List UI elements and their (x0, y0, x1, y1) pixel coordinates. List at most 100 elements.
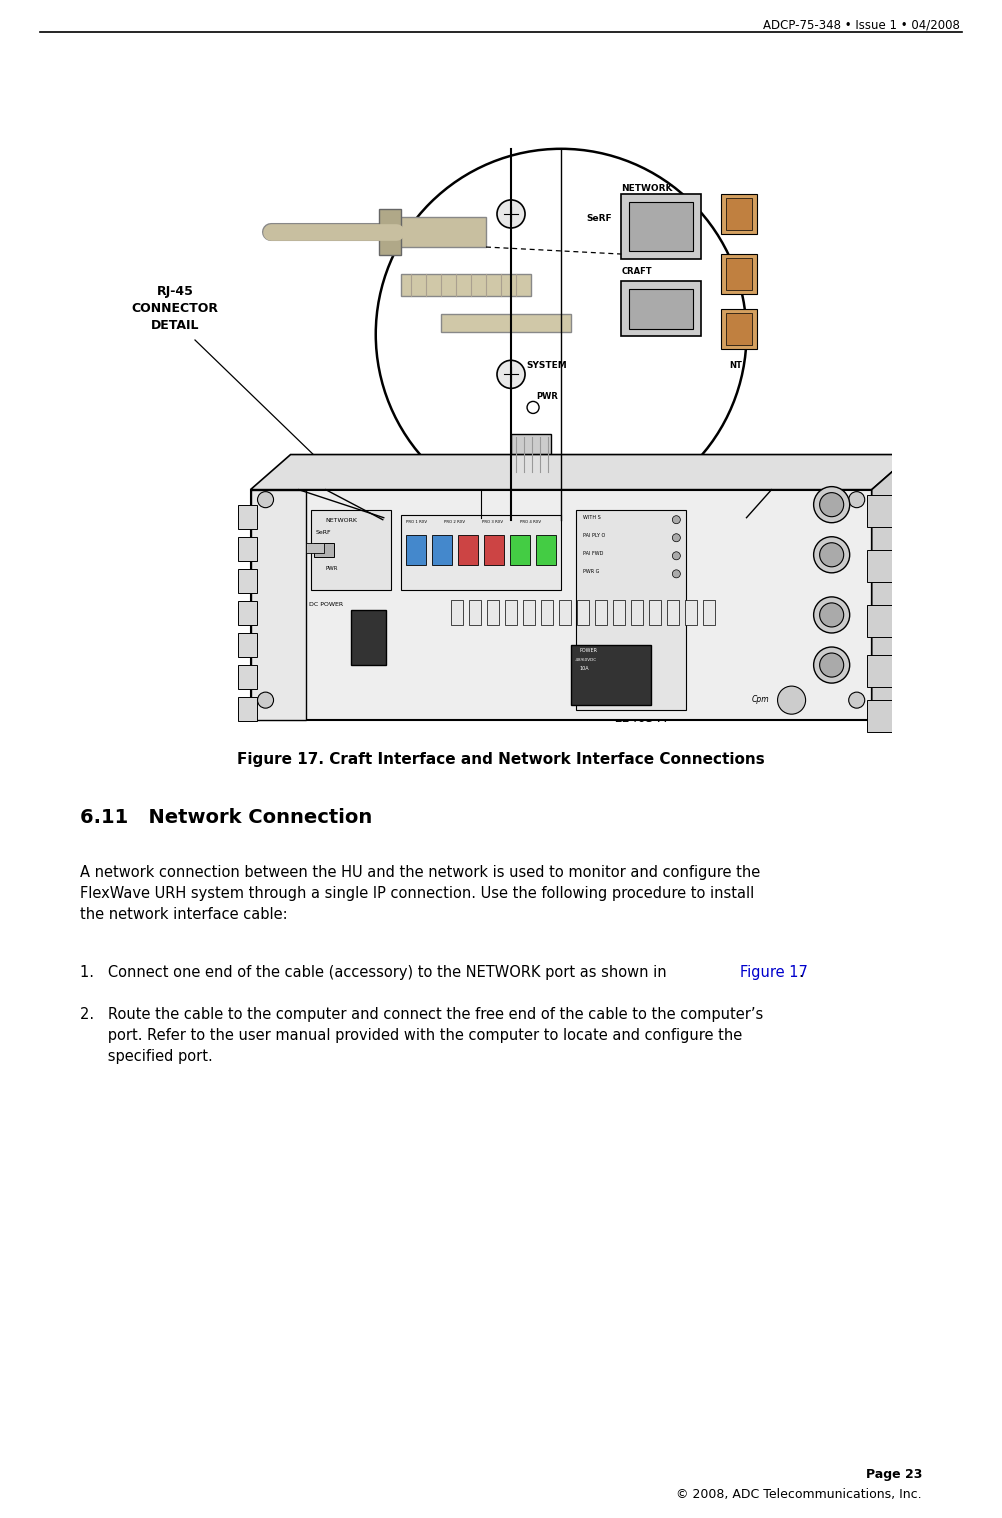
FancyBboxPatch shape (523, 600, 535, 625)
Text: NETWORK: NETWORK (326, 518, 358, 522)
FancyBboxPatch shape (484, 534, 504, 565)
FancyBboxPatch shape (314, 543, 334, 557)
FancyBboxPatch shape (401, 515, 561, 591)
FancyBboxPatch shape (238, 601, 257, 625)
Circle shape (814, 597, 850, 633)
Circle shape (672, 534, 680, 542)
Polygon shape (872, 454, 912, 720)
Text: PWR G: PWR G (583, 569, 599, 574)
FancyBboxPatch shape (441, 314, 571, 332)
Circle shape (849, 492, 865, 507)
Circle shape (814, 647, 850, 683)
Text: NT: NT (729, 361, 742, 370)
Text: SeRF: SeRF (586, 214, 612, 223)
Circle shape (258, 692, 274, 709)
FancyBboxPatch shape (451, 600, 463, 625)
Circle shape (814, 537, 850, 572)
FancyBboxPatch shape (238, 504, 257, 528)
Text: RJ-45: RJ-45 (156, 285, 193, 298)
FancyBboxPatch shape (238, 633, 257, 657)
Text: Figure 17: Figure 17 (740, 965, 808, 981)
FancyBboxPatch shape (867, 495, 892, 527)
FancyBboxPatch shape (250, 490, 306, 720)
FancyBboxPatch shape (621, 281, 701, 337)
Text: Cpm: Cpm (752, 695, 770, 704)
Text: 2.   Route the cable to the computer and connect the free end of the cable to th: 2. Route the cable to the computer and c… (80, 1006, 764, 1022)
FancyBboxPatch shape (721, 310, 757, 349)
FancyBboxPatch shape (726, 313, 752, 345)
FancyBboxPatch shape (726, 258, 752, 290)
Text: -48/60VDC: -48/60VDC (575, 657, 597, 662)
Circle shape (497, 360, 525, 389)
Text: Figure 17. Craft Interface and Network Interface Connections: Figure 17. Craft Interface and Network I… (237, 751, 765, 767)
Text: PAI PLY O: PAI PLY O (583, 533, 605, 537)
FancyBboxPatch shape (867, 656, 892, 688)
Text: Page 23: Page 23 (866, 1468, 922, 1482)
FancyBboxPatch shape (238, 697, 257, 721)
Text: © 2008, ADC Telecommunications, Inc.: © 2008, ADC Telecommunications, Inc. (676, 1488, 922, 1501)
FancyBboxPatch shape (559, 600, 571, 625)
FancyBboxPatch shape (685, 600, 697, 625)
FancyBboxPatch shape (595, 600, 607, 625)
Text: FlexWave URH system through a single IP connection. Use the following procedure : FlexWave URH system through a single IP … (80, 887, 755, 902)
FancyBboxPatch shape (536, 534, 556, 565)
Text: CONNECTOR: CONNECTOR (131, 302, 218, 316)
FancyBboxPatch shape (721, 194, 757, 234)
FancyBboxPatch shape (726, 197, 752, 231)
Text: PWR: PWR (536, 392, 558, 401)
FancyBboxPatch shape (396, 217, 486, 247)
FancyBboxPatch shape (238, 537, 257, 560)
Circle shape (527, 401, 539, 413)
Text: port. Refer to the user manual provided with the computer to locate and configur: port. Refer to the user manual provided … (80, 1028, 742, 1043)
Text: PAI FWD: PAI FWD (583, 551, 603, 556)
FancyBboxPatch shape (577, 600, 589, 625)
FancyBboxPatch shape (351, 610, 386, 665)
FancyBboxPatch shape (238, 665, 257, 689)
Circle shape (258, 492, 274, 507)
Circle shape (820, 603, 844, 627)
Circle shape (672, 551, 680, 560)
FancyBboxPatch shape (541, 600, 553, 625)
Circle shape (672, 569, 680, 578)
FancyBboxPatch shape (469, 600, 481, 625)
FancyBboxPatch shape (505, 600, 517, 625)
Circle shape (820, 543, 844, 566)
FancyBboxPatch shape (487, 600, 499, 625)
FancyBboxPatch shape (458, 534, 478, 565)
Text: DETAIL: DETAIL (150, 319, 199, 332)
Text: 22403-A: 22403-A (614, 712, 666, 726)
Text: ADCP-75-348 • Issue 1 • 04/2008: ADCP-75-348 • Issue 1 • 04/2008 (764, 18, 960, 30)
FancyBboxPatch shape (629, 202, 693, 250)
FancyBboxPatch shape (238, 569, 257, 594)
FancyBboxPatch shape (571, 645, 651, 706)
Text: the network interface cable:: the network interface cable: (80, 906, 288, 921)
FancyBboxPatch shape (432, 534, 452, 565)
FancyBboxPatch shape (721, 254, 757, 294)
FancyBboxPatch shape (306, 543, 324, 553)
FancyBboxPatch shape (703, 600, 715, 625)
Text: .: . (798, 965, 803, 981)
FancyBboxPatch shape (311, 510, 391, 591)
Circle shape (814, 487, 850, 522)
FancyBboxPatch shape (667, 600, 679, 625)
Text: CRAFT: CRAFT (621, 267, 652, 276)
Circle shape (497, 200, 525, 228)
FancyBboxPatch shape (576, 510, 686, 710)
FancyBboxPatch shape (629, 288, 693, 329)
Circle shape (849, 692, 865, 709)
Text: PRO 2 RXV: PRO 2 RXV (444, 519, 465, 524)
FancyBboxPatch shape (867, 700, 892, 732)
Text: PRO 3 RXV: PRO 3 RXV (482, 519, 503, 524)
FancyBboxPatch shape (631, 600, 643, 625)
Text: POWER: POWER (579, 648, 597, 653)
FancyBboxPatch shape (621, 194, 701, 260)
Text: WITH S: WITH S (583, 515, 601, 519)
Polygon shape (250, 454, 912, 490)
Circle shape (820, 653, 844, 677)
FancyBboxPatch shape (379, 209, 401, 255)
Text: DC POWER: DC POWER (309, 603, 343, 607)
Text: PWR: PWR (326, 566, 338, 571)
FancyBboxPatch shape (401, 275, 531, 296)
Text: PRO 1 RXV: PRO 1 RXV (406, 519, 427, 524)
Text: 6.11   Network Connection: 6.11 Network Connection (80, 808, 373, 827)
